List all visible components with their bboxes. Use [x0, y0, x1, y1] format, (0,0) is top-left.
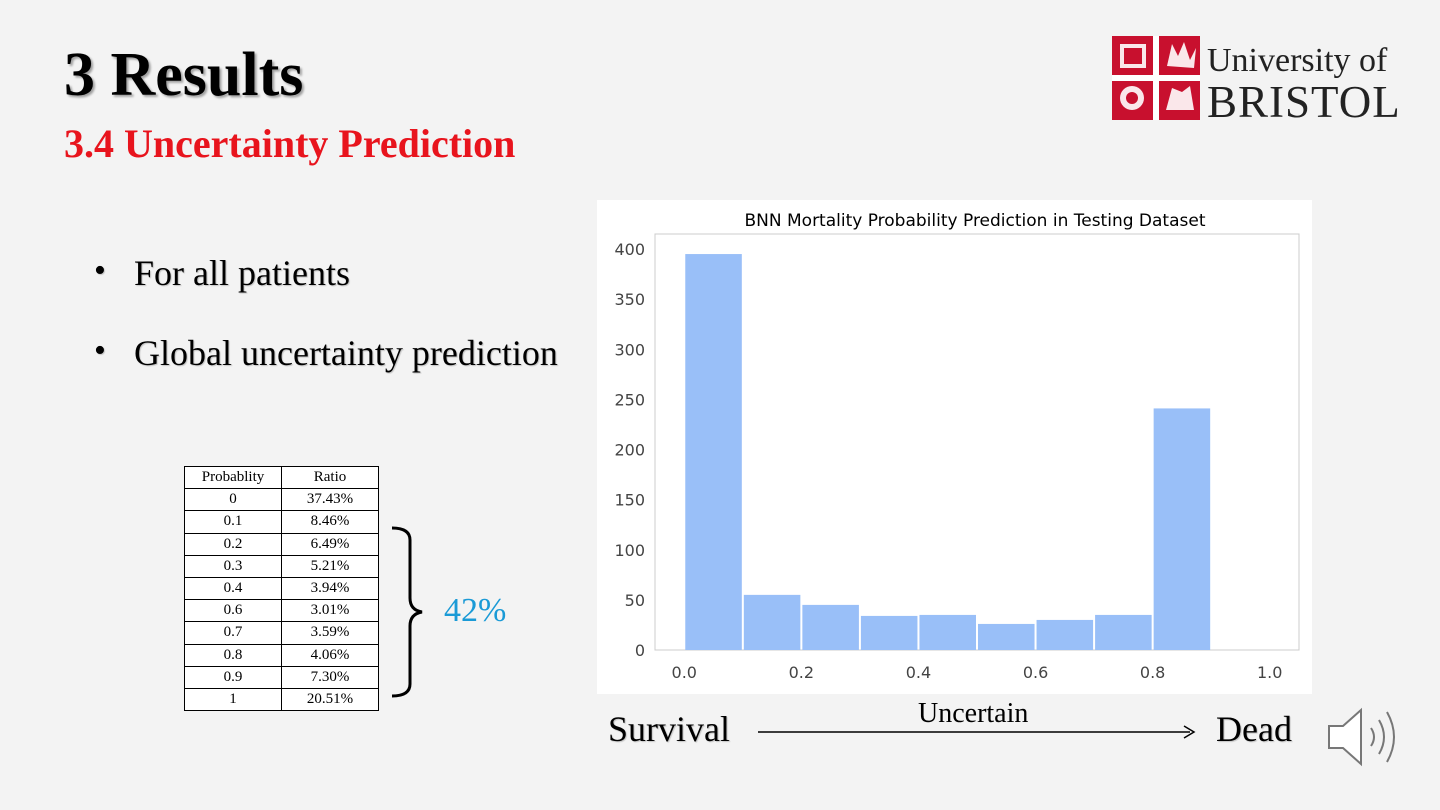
- histogram-chart: BNN Mortality Probability Prediction in …: [597, 200, 1312, 694]
- table-row: 0.1 8.46%: [184, 510, 379, 534]
- histogram-bar: [685, 254, 742, 650]
- logo-line-1: University of: [1207, 42, 1388, 79]
- table-row: 0.3 5.21%: [184, 554, 379, 578]
- x-tick-label: 0.8: [1140, 663, 1165, 682]
- table-cell: 3.01%: [281, 599, 379, 623]
- chart-title: BNN Mortality Probability Prediction in …: [745, 211, 1206, 231]
- table-cell: 0.7: [184, 621, 282, 645]
- table-row: 0.7 3.59%: [184, 621, 379, 645]
- y-tick-label: 350: [614, 290, 645, 309]
- table-cell: 1: [184, 687, 282, 712]
- table-cell: 3.59%: [281, 621, 379, 645]
- right-brace-icon: [391, 526, 423, 698]
- uncertain-label: Uncertain: [918, 698, 1029, 729]
- bullet-list: For all patients Global uncertainty pred…: [90, 252, 558, 412]
- table-cell: 20.51%: [281, 687, 379, 712]
- table-cell: 0: [184, 488, 282, 512]
- table-row: 0.8 4.06%: [184, 643, 379, 667]
- y-tick-label: 250: [614, 390, 645, 409]
- table-cell: 8.46%: [281, 510, 379, 534]
- table-cell: 6.49%: [281, 532, 379, 556]
- histogram-bar: [802, 604, 859, 650]
- bullet-item: For all patients: [90, 252, 558, 332]
- histogram-svg: BNN Mortality Probability Prediction in …: [614, 211, 1300, 682]
- x-tick-label: 0.4: [906, 663, 931, 682]
- y-tick-label: 200: [614, 441, 645, 460]
- table-cell: 3.94%: [281, 576, 379, 601]
- y-tick-label: 0: [635, 641, 645, 660]
- survival-label: Survival: [608, 709, 730, 749]
- table-cell: 7.30%: [281, 665, 379, 689]
- logo-line-2: BRISTOL: [1207, 77, 1401, 127]
- column-header: Ratio: [281, 465, 379, 490]
- y-tick-label: 300: [614, 340, 645, 359]
- table-cell: 37.43%: [281, 488, 379, 512]
- probability-table: Probablity Ratio 0 37.43% 0.1 8.46% 0.2 6.4…: [184, 465, 379, 712]
- histogram-bar: [1095, 614, 1152, 650]
- table-row: 0.4 3.94%: [184, 576, 379, 601]
- histogram-bar: [978, 623, 1035, 650]
- table-cell: 0.3: [184, 554, 282, 578]
- slide-title: 3 Results: [64, 41, 304, 109]
- dead-label: Dead: [1216, 709, 1292, 749]
- histogram-bar: [743, 594, 801, 650]
- histogram-bar: [919, 614, 976, 650]
- x-tick-label: 0.0: [672, 663, 697, 682]
- x-tick-label: 0.6: [1023, 663, 1048, 682]
- table-cell: 0.6: [184, 599, 282, 623]
- university-logo: University of BRISTOL: [1207, 44, 1401, 125]
- histogram-bar: [1036, 619, 1094, 650]
- column-header: Probablity: [184, 465, 282, 490]
- y-tick-label: 50: [625, 591, 645, 610]
- university-crest-icon: [1112, 36, 1200, 120]
- table-cell: 5.21%: [281, 554, 379, 578]
- bullet-item: Global uncertainty prediction: [90, 332, 558, 412]
- arrow-right-icon: [758, 725, 1196, 739]
- uncertain-share-label: 42%: [444, 592, 507, 629]
- speaker-icon[interactable]: [1325, 702, 1409, 772]
- histogram-bar: [1153, 408, 1211, 650]
- plot-frame: [654, 233, 1300, 651]
- y-tick-label: 400: [614, 240, 645, 259]
- x-tick-label: 1.0: [1257, 663, 1282, 682]
- table-cell: 0.8: [184, 643, 282, 667]
- table-row: 0.6 3.01%: [184, 599, 379, 623]
- table-header-row: Probablity Ratio: [184, 465, 379, 490]
- table-cell: 0.4: [184, 576, 282, 601]
- histogram-bar: [860, 615, 918, 650]
- slide-subtitle: 3.4 Uncertainty Prediction: [64, 121, 516, 166]
- y-tick-label: 100: [614, 541, 645, 560]
- table-cell: 4.06%: [281, 643, 379, 667]
- y-tick-label: 150: [614, 491, 645, 510]
- table-cell: 0.1: [184, 510, 282, 534]
- table-row: 0 37.43%: [184, 488, 379, 512]
- table-cell: 0.9: [184, 665, 282, 689]
- x-tick-label: 0.2: [789, 663, 814, 682]
- table-row: 0.2 6.49%: [184, 532, 379, 556]
- table-row: 0.9 7.30%: [184, 665, 379, 689]
- table-row: 1 20.51%: [184, 687, 379, 712]
- table-cell: 0.2: [184, 532, 282, 556]
